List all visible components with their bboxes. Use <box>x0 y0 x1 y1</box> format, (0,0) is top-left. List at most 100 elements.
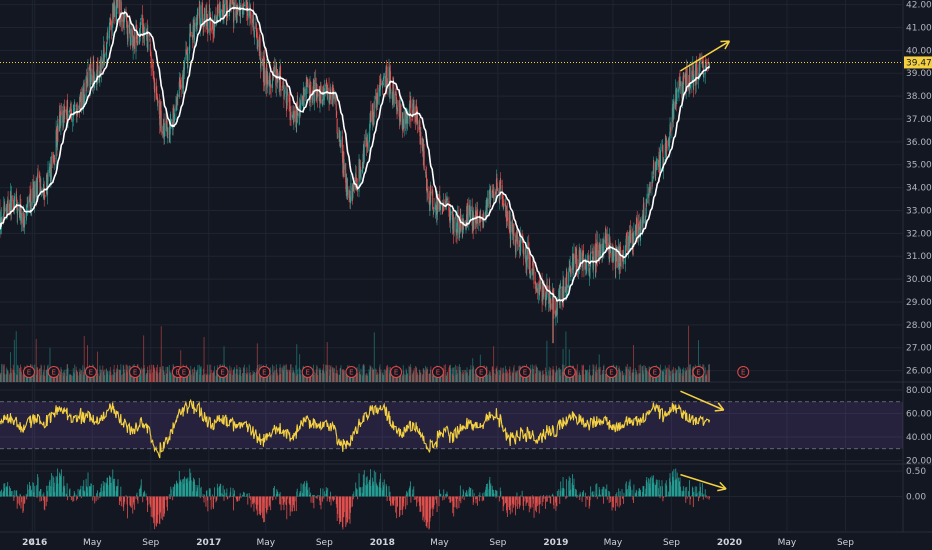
momentum-bar <box>194 479 195 497</box>
volume-bar <box>72 368 74 382</box>
volume-bar <box>96 373 98 382</box>
volume-bar <box>639 373 641 382</box>
momentum-bar <box>426 496 428 528</box>
volume-bar <box>589 374 591 382</box>
momentum-bar <box>702 496 704 500</box>
oscillator-pane[interactable] <box>0 398 903 459</box>
earnings-marker[interactable]: E <box>692 366 705 378</box>
momentum-bar <box>370 485 372 497</box>
earnings-marker[interactable]: E <box>431 366 444 378</box>
candle-body <box>185 49 187 53</box>
earnings-marker[interactable]: E <box>648 366 661 378</box>
momentum-pane[interactable] <box>0 468 710 530</box>
momentum-bar <box>302 492 303 497</box>
candle-body <box>665 143 667 155</box>
volume-bar <box>472 365 474 382</box>
volume-bar <box>535 373 536 382</box>
momentum-bar <box>70 496 72 501</box>
candle-body <box>96 62 98 69</box>
volume-bar <box>659 373 661 382</box>
annotations[interactable]: 39.47 <box>0 40 932 492</box>
momentum-bar <box>568 480 570 497</box>
earnings-marker[interactable]: E <box>216 366 229 378</box>
candle-body <box>659 150 661 171</box>
earnings-marker[interactable]: E <box>258 366 271 378</box>
earnings-marker[interactable]: E <box>84 366 97 378</box>
candle-body <box>183 61 185 70</box>
momentum-bar <box>286 496 288 500</box>
volume-bar <box>40 365 42 382</box>
candle-body <box>69 110 71 112</box>
time-axis-label: Sep <box>837 538 854 548</box>
volume-bar <box>459 367 461 382</box>
price-axis-tick-label: 36.00 <box>906 138 932 148</box>
volume-bar <box>285 364 287 382</box>
price-trend-arrow[interactable] <box>680 40 731 72</box>
momentum-bar <box>471 495 473 497</box>
candle-body <box>333 97 335 102</box>
momentum-bar <box>659 494 661 497</box>
earnings-marker[interactable]: E <box>563 366 576 378</box>
momentum-bar <box>701 483 703 497</box>
earnings-marker[interactable]: E <box>301 366 314 378</box>
momentum-bar <box>322 488 324 497</box>
momentum-bar <box>506 496 507 511</box>
volume-bar <box>614 373 616 382</box>
momentum-bar <box>465 494 467 497</box>
momentum-bar <box>82 490 84 497</box>
volume-bar <box>243 367 244 382</box>
volume-bar <box>237 374 239 382</box>
earnings-marker[interactable]: E <box>390 366 403 378</box>
volume-bar <box>112 375 114 382</box>
volume-bar <box>248 364 250 382</box>
earnings-marker[interactable]: E <box>518 366 531 378</box>
earnings-marker[interactable]: E <box>129 366 142 378</box>
momentum-bar <box>336 496 338 521</box>
momentum-bar <box>505 496 506 504</box>
momentum-bar <box>593 494 594 497</box>
momentum-bar <box>104 482 106 497</box>
momentum-bar <box>478 494 480 497</box>
earnings-marker[interactable]: E <box>178 366 191 378</box>
volume-bar <box>668 364 670 382</box>
earnings-marker[interactable]: E <box>345 366 358 378</box>
candle-body <box>263 57 265 86</box>
momentum-bar <box>50 493 51 497</box>
momentum-divergence-arrow[interactable] <box>680 473 727 492</box>
candle-body <box>520 234 522 251</box>
time-axis-label: 2019 <box>543 538 568 548</box>
momentum-bar <box>116 486 118 497</box>
candle-body <box>368 140 370 152</box>
momentum-bar <box>159 496 161 512</box>
oscillator-divergence-arrow[interactable] <box>680 390 725 412</box>
momentum-bar <box>50 473 52 497</box>
momentum-bar <box>32 482 34 497</box>
volume-bar <box>432 375 434 382</box>
earnings-marker[interactable]: E <box>737 366 750 378</box>
candle-body <box>339 130 341 142</box>
momentum-bar <box>296 491 298 497</box>
volume-bar <box>529 374 531 382</box>
volume-bar <box>538 372 540 382</box>
momentum-bar <box>604 488 606 497</box>
momentum-bar <box>23 496 25 504</box>
earnings-marker[interactable]: E <box>47 366 60 378</box>
momentum-bar <box>530 496 532 509</box>
volume-bar <box>157 373 159 382</box>
volume-bar <box>426 368 428 382</box>
momentum-bar <box>176 483 178 497</box>
volume-bar <box>126 370 127 382</box>
momentum-bar <box>268 496 270 507</box>
momentum-bar <box>468 489 470 497</box>
volume-bar <box>343 369 345 382</box>
candle-body <box>331 88 333 105</box>
candle-body <box>372 103 374 115</box>
earnings-marker[interactable]: E <box>605 366 618 378</box>
earnings-marker[interactable]: E <box>475 366 488 378</box>
momentum-bar <box>123 496 125 505</box>
earnings-marker[interactable]: E <box>23 366 36 378</box>
volume-bar <box>143 365 145 382</box>
candle-body <box>27 202 29 207</box>
